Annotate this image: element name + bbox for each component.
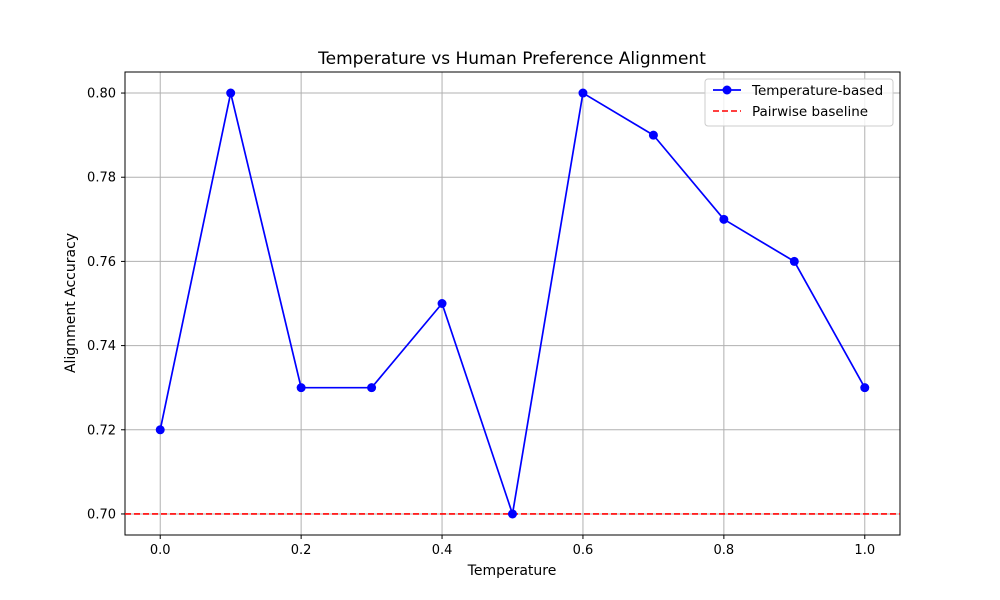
data-point-0-10 [860, 383, 870, 393]
y-tick-label-0: 0.70 [87, 507, 116, 522]
x-tick-label-0: 0.0 [150, 543, 171, 558]
x-tick-label-5: 1.0 [854, 543, 875, 558]
data-point-0-9 [789, 256, 799, 266]
legend-box [704, 78, 894, 127]
data-point-0-4 [437, 299, 447, 308]
data-point-0-1 [226, 88, 236, 98]
y-tick-label-1: 0.72 [87, 423, 116, 438]
data-point-0-2 [296, 383, 306, 393]
chart-title: Temperature vs Human Preference Alignmen… [317, 49, 706, 69]
data-point-0-5 [508, 509, 517, 519]
plot-area: 0.0 0.2 0.4 0.6 0.8 1.0 0.70 0.72 0.74 0.76 0.78 0.… [87, 71, 901, 558]
x-tick-label-3: 0.6 [573, 543, 594, 558]
y-tick-label-3: 0.76 [87, 255, 116, 270]
x-tick-label-1: 0.2 [291, 543, 312, 558]
x-tick-label-4: 0.8 [714, 543, 735, 558]
data-point-0-8 [719, 214, 729, 224]
x-axis-label: Temperature [467, 563, 557, 579]
y-tick-label-4: 0.78 [87, 171, 116, 186]
legend-label-temperature-based: Temperature-based [751, 83, 883, 99]
legend-label-pairwise-baseline: Pairwise baseline [752, 104, 868, 120]
axes-frame [124, 71, 901, 536]
y-axis-label: Alignment Accuracy [63, 233, 79, 373]
x-tick-label-2: 0.4 [432, 543, 453, 558]
y-tick-label-2: 0.74 [87, 339, 116, 354]
legend: Temperature-based Pairwise baseline [704, 78, 894, 127]
legend-marker-temperature-based [722, 85, 732, 95]
data-point-0-6 [578, 88, 588, 98]
data-point-0-3 [367, 383, 377, 393]
y-tick-label-5: 0.80 [87, 87, 116, 102]
data-point-0-7 [648, 130, 658, 140]
data-point-0-0 [155, 425, 165, 435]
